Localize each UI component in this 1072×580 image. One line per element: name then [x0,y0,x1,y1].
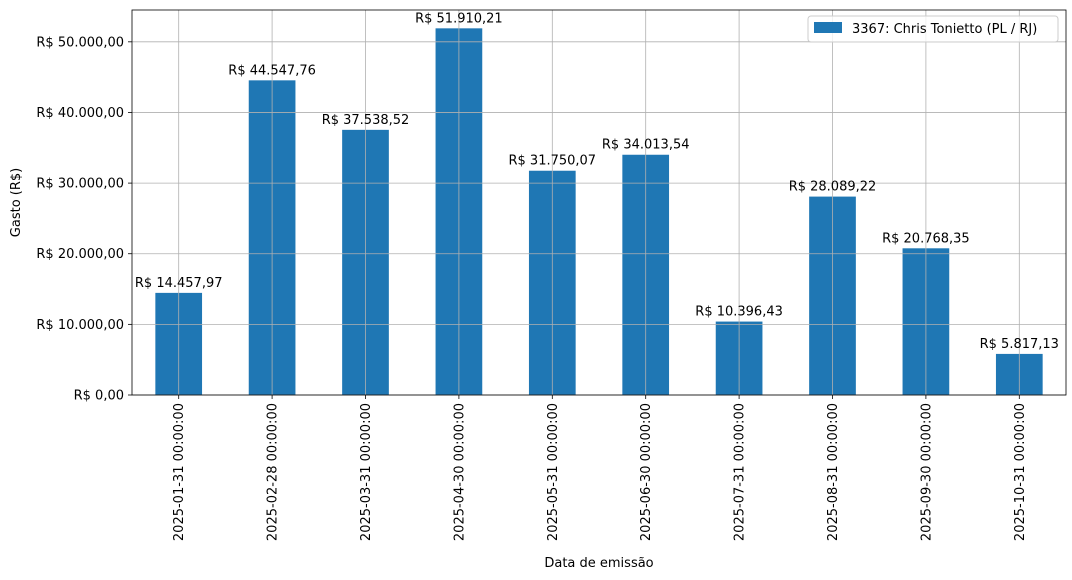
x-tick-label-3: 2025-03-31 00:00:00 [359,403,374,541]
y-axis: R$ 0,00 R$ 10.000,00 R$ 20.000,00 R$ 30.000… [36,35,132,404]
y-axis-label: Gasto (R$) [9,168,24,237]
y-tick-label-6: R$ 50.000,00 [36,35,124,50]
legend-entry: 3367: Chris Tonietto (PL / RJ) [852,22,1037,37]
x-tick-label-2: 2025-02-28 00:00:00 [266,403,281,541]
y-tick-label-1: R$ 0,00 [74,389,124,404]
x-tick-label-6: 2025-06-30 00:00:00 [639,403,654,541]
x-tick-label-7: 2025-07-31 00:00:00 [733,403,748,541]
data-label-1: R$ 14.457,97 [135,276,223,291]
data-label-5: R$ 31.750,07 [508,154,596,169]
data-labels: R$ 14.457,97 R$ 44.547,76 R$ 37.538,52 R$ 5… [135,11,1059,352]
x-tick-label-4: 2025-04-30 00:00:00 [452,403,467,541]
data-label-6: R$ 34.013,54 [602,138,690,153]
data-label-4: R$ 51.910,21 [415,11,503,26]
x-axis-label: Data de emissão [544,556,653,571]
y-tick-label-5: R$ 40.000,00 [36,106,124,121]
legend-swatch [814,22,842,33]
x-tick-label-5: 2025-05-31 00:00:00 [546,403,561,541]
data-label-7: R$ 10.396,43 [695,305,783,320]
plot-frame [131,9,1067,396]
data-label-9: R$ 20.768,35 [882,231,970,246]
x-axis: 2025-01-31 00:00:00 2025-02-28 00:00:00 20… [172,395,1028,541]
x-tick-label-9: 2025-09-30 00:00:00 [919,403,934,541]
data-label-10: R$ 5.817,13 [980,337,1059,352]
data-label-2: R$ 44.547,76 [228,63,316,78]
x-tick-label-1: 2025-01-31 00:00:00 [172,403,187,541]
y-tick-label-2: R$ 10.000,00 [36,318,124,333]
legend-box [807,15,1059,43]
x-tick-label-8: 2025-08-31 00:00:00 [826,403,841,541]
y-tick-label-3: R$ 20.000,00 [36,247,124,262]
y-tick-label-4: R$ 30.000,00 [36,177,124,192]
data-label-3: R$ 37.538,52 [322,113,410,128]
x-tick-label-10: 2025-10-31 00:00:00 [1013,403,1028,541]
data-label-8: R$ 28.089,22 [789,180,877,195]
legend: 3367: Chris Tonietto (PL / RJ) [807,15,1059,43]
